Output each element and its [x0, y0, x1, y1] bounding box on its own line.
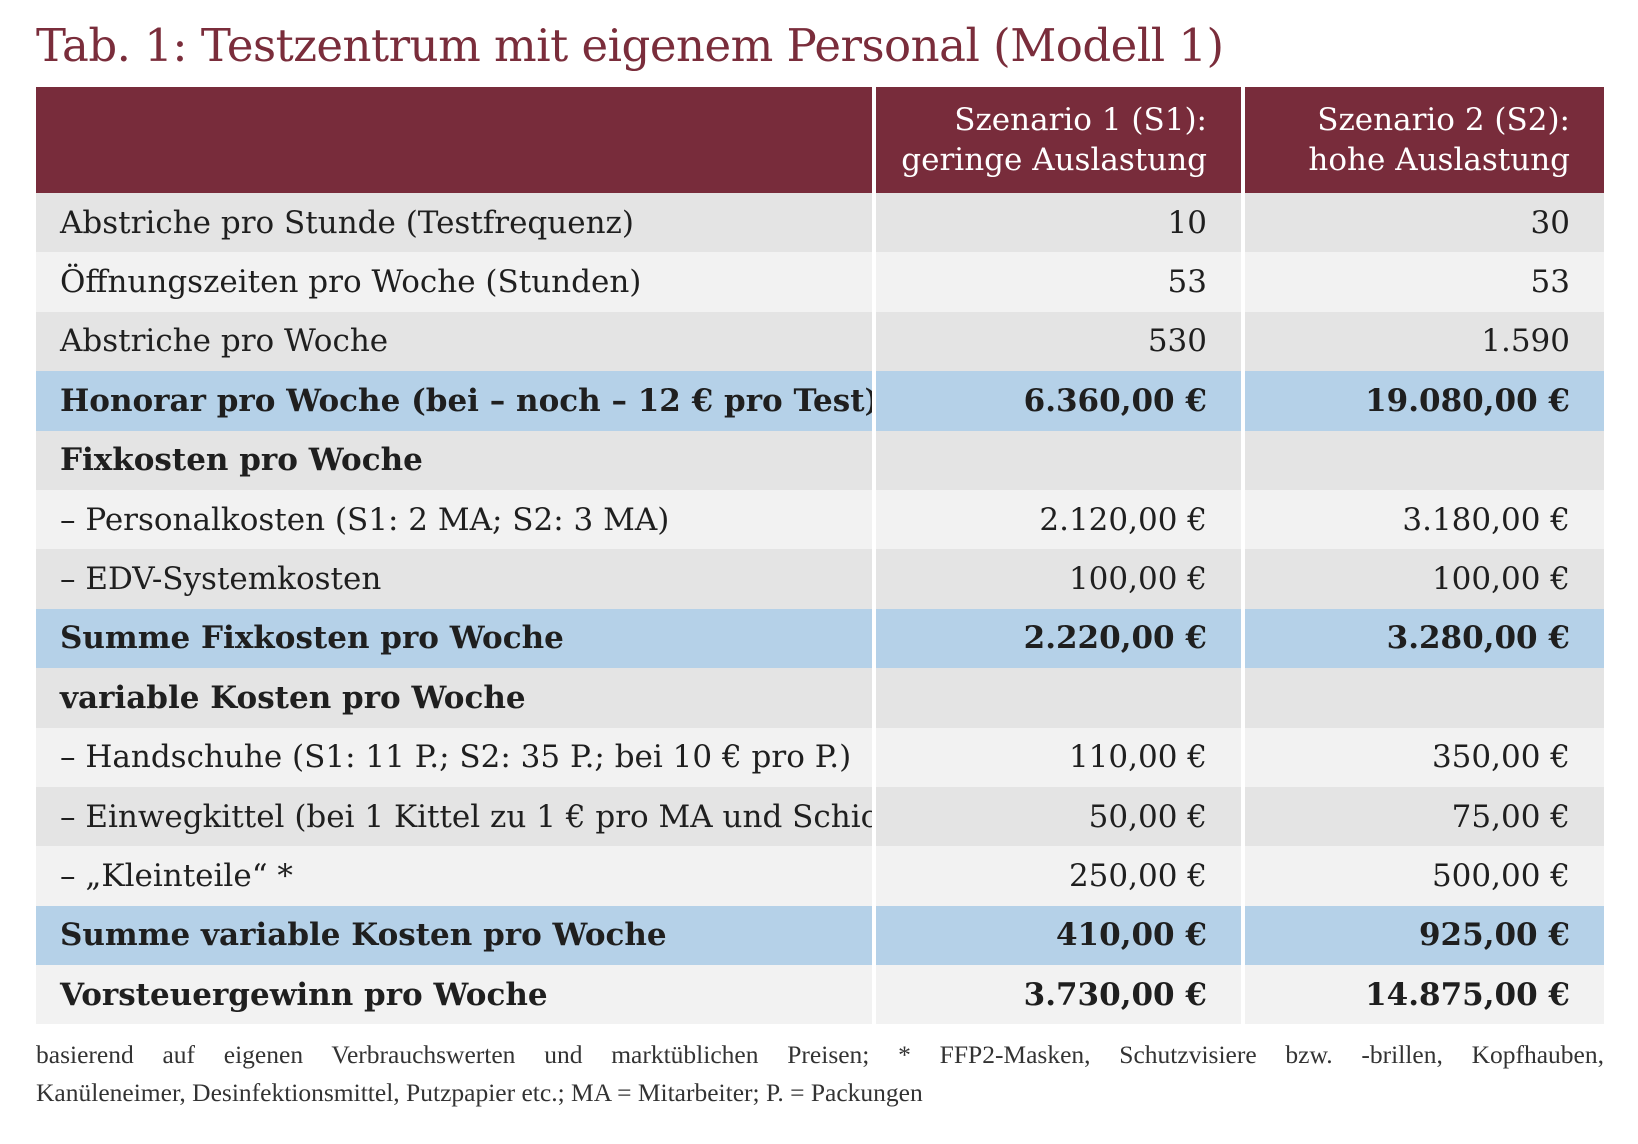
row-value-s2: 75,00 €	[1245, 786, 1604, 847]
row-value-s1: 50,00 €	[876, 786, 1241, 847]
table-row: Abstriche pro Stunde (Testfrequenz) 10 3…	[36, 193, 1604, 253]
row-value-s2: 100,00 €	[1245, 549, 1604, 609]
row-value-s1: 2.220,00 €	[876, 608, 1241, 669]
row-value-s2: 14.875,00 €	[1245, 965, 1604, 1025]
table-row-highlight: Summe variable Kosten pro Woche 410,00 €…	[36, 905, 1604, 966]
row-value-s1: 100,00 €	[876, 549, 1241, 609]
table-row: – EDV-Systemkosten 100,00 € 100,00 €	[36, 549, 1604, 609]
table-row: – „Kleinteile“ * 250,00 € 500,00 €	[36, 846, 1604, 906]
row-value-s1	[876, 430, 1241, 490]
row-label: Fixkosten pro Woche	[36, 430, 872, 490]
footnote-line-1: basierend auf eigenen Verbrauchswerten u…	[36, 1040, 1604, 1069]
header-scenario-2: Szenario 2 (S2): hohe Auslastung	[1245, 87, 1604, 193]
row-value-s1	[876, 668, 1241, 728]
row-value-s2: 53	[1245, 252, 1604, 312]
table-title: Tab. 1: Testzentrum mit eigenem Personal…	[36, 19, 1224, 72]
table-row-section-heading: Fixkosten pro Woche	[36, 430, 1604, 490]
row-value-s1: 2.120,00 €	[876, 489, 1241, 550]
row-label: Öffnungszeiten pro Woche (Stunden)	[36, 252, 872, 312]
row-label: Summe Fixkosten pro Woche	[36, 608, 872, 669]
table-row-highlight: Honorar pro Woche (bei – noch – 12 € pro…	[36, 371, 1604, 431]
table-header-row: Szenario 1 (S1): geringe Auslastung Szen…	[36, 87, 1604, 193]
row-value-s2: 19.080,00 €	[1245, 371, 1604, 431]
row-value-s2: 3.280,00 €	[1245, 608, 1604, 669]
header-label-cell	[36, 87, 872, 193]
row-label: variable Kosten pro Woche	[36, 668, 872, 728]
row-label: Abstriche pro Stunde (Testfrequenz)	[36, 193, 872, 253]
row-value-s1: 53	[876, 252, 1241, 312]
footnote-line-2: Kanüleneimer, Desinfektionsmittel, Putzp…	[36, 1078, 923, 1107]
row-value-s2: 500,00 €	[1245, 846, 1604, 906]
header-scenario-2-line2: hohe Auslastung	[1308, 142, 1570, 178]
table-footnote: basierend auf eigenen Verbrauchswerten u…	[36, 1036, 1604, 1112]
table-row: – Personalkosten (S1: 2 MA; S2: 3 MA) 2.…	[36, 489, 1604, 550]
table-row-highlight: Summe Fixkosten pro Woche 2.220,00 € 3.2…	[36, 608, 1604, 669]
table-row-total: Vorsteuergewinn pro Woche 3.730,00 € 14.…	[36, 965, 1604, 1025]
row-value-s1: 10	[876, 193, 1241, 253]
table-row: – Handschuhe (S1: 11 P.; S2: 35 P.; bei …	[36, 727, 1604, 787]
row-value-s2: 3.180,00 €	[1245, 489, 1604, 550]
row-label: – Einwegkittel (bei 1 Kittel zu 1 € pro …	[36, 786, 872, 847]
row-value-s1: 250,00 €	[876, 846, 1241, 906]
table-row: Abstriche pro Woche 530 1.590	[36, 311, 1604, 372]
row-label: Vorsteuergewinn pro Woche	[36, 965, 872, 1025]
table-row-section-heading: variable Kosten pro Woche	[36, 668, 1604, 728]
header-scenario-1-line2: geringe Auslastung	[901, 142, 1207, 178]
row-value-s2: 1.590	[1245, 311, 1604, 372]
cost-table: Szenario 1 (S1): geringe Auslastung Szen…	[36, 87, 1604, 1025]
row-value-s2: 925,00 €	[1245, 905, 1604, 966]
row-label: Abstriche pro Woche	[36, 311, 872, 372]
row-value-s1: 530	[876, 311, 1241, 372]
row-label: – EDV-Systemkosten	[36, 549, 872, 609]
row-label: Summe variable Kosten pro Woche	[36, 905, 872, 966]
table-row: Öffnungszeiten pro Woche (Stunden) 53 53	[36, 252, 1604, 312]
row-value-s1: 110,00 €	[876, 727, 1241, 787]
header-scenario-2-line1: Szenario 2 (S2):	[1317, 102, 1570, 138]
table-row: – Einwegkittel (bei 1 Kittel zu 1 € pro …	[36, 786, 1604, 847]
header-scenario-1: Szenario 1 (S1): geringe Auslastung	[876, 87, 1241, 193]
row-value-s2: 350,00 €	[1245, 727, 1604, 787]
row-label: – Personalkosten (S1: 2 MA; S2: 3 MA)	[36, 489, 872, 550]
row-value-s2	[1245, 668, 1604, 728]
row-label: – Handschuhe (S1: 11 P.; S2: 35 P.; bei …	[36, 727, 872, 787]
row-value-s1: 3.730,00 €	[876, 965, 1241, 1025]
row-value-s2: 30	[1245, 193, 1604, 253]
header-scenario-1-line1: Szenario 1 (S1):	[954, 102, 1207, 138]
row-label: Honorar pro Woche (bei – noch – 12 € pro…	[36, 371, 872, 431]
row-value-s1: 6.360,00 €	[876, 371, 1241, 431]
row-value-s2	[1245, 430, 1604, 490]
row-value-s1: 410,00 €	[876, 905, 1241, 966]
row-label: – „Kleinteile“ *	[36, 846, 872, 906]
